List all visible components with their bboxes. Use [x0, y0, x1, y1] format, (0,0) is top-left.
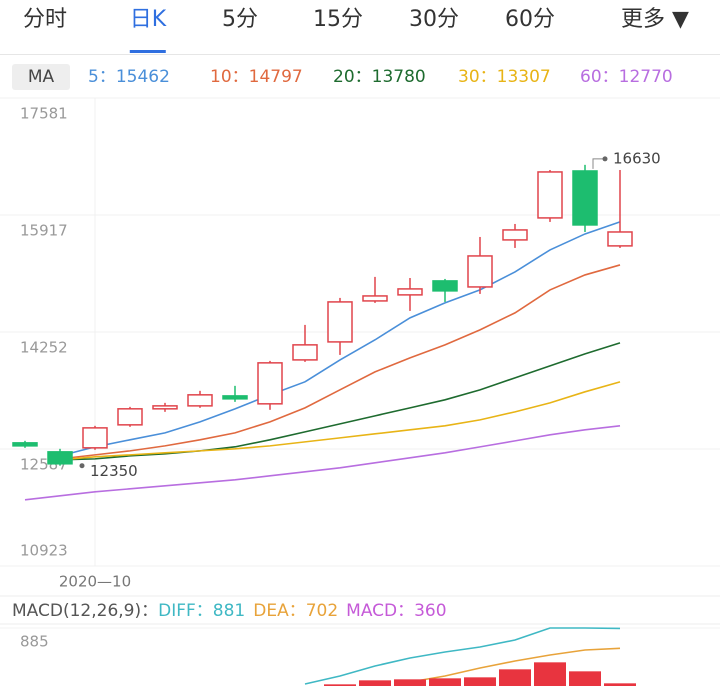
- candle-body: [572, 170, 598, 226]
- candle-body: [222, 395, 248, 400]
- macd-bar: [464, 677, 496, 686]
- legend-entry: 60：12770: [580, 67, 673, 87]
- annotation-dot: [602, 156, 608, 162]
- period-tab[interactable]: 60分: [505, 7, 555, 32]
- period-tabs: 分时 日K 5分 15分 30分 60分 更多 ▼: [0, 0, 720, 55]
- macd-bar: [499, 669, 531, 686]
- macd-title: MACD(12,26,9)：: [12, 601, 158, 621]
- annotation-leader: [592, 158, 605, 169]
- legend-entry: DEA：702: [253, 601, 338, 621]
- ma-line: [59, 264, 621, 460]
- legend-entry: DIFF：881: [158, 601, 245, 621]
- macd-line: [304, 627, 621, 685]
- y-tick-label: 17581: [20, 105, 68, 123]
- candle-body: [327, 301, 353, 343]
- macd-line: [409, 647, 621, 683]
- candle-body: [82, 427, 108, 449]
- ma-line: [59, 342, 621, 461]
- candle-body: [257, 362, 283, 405]
- legend-entry: 10：14797: [210, 67, 303, 87]
- candle-body: [47, 451, 73, 465]
- candle-body: [607, 231, 633, 247]
- candle-body: [292, 344, 318, 361]
- ma-line: [59, 221, 621, 457]
- ma-legend: MA 5：15462 10：14797 20：13780 30：13307 60：127…: [0, 62, 720, 92]
- legend-entry: MACD：360: [346, 601, 446, 621]
- annotation-dot: [79, 463, 85, 469]
- low-annotation: 12350: [90, 462, 138, 480]
- legend-entry: 20：13780: [333, 67, 426, 87]
- macd-header: MACD(12,26,9)：DIFF：881 DEA：702 MACD：360: [12, 601, 447, 621]
- candle-body: [502, 229, 528, 241]
- candle-body: [12, 442, 38, 447]
- y-tick-label: 15917: [20, 221, 68, 239]
- y-tick-label: 14252: [20, 339, 68, 357]
- candle-body: [432, 280, 458, 292]
- y-tick-label: 885: [20, 633, 49, 651]
- candle-body: [397, 288, 423, 296]
- candle-body: [362, 295, 388, 302]
- y-tick-label: 10923: [20, 542, 68, 560]
- macd-bar: [324, 684, 356, 686]
- macd-bar: [359, 680, 391, 686]
- period-tab[interactable]: 日K: [129, 0, 167, 53]
- candle-body: [187, 394, 213, 407]
- period-tab[interactable]: 5分: [222, 7, 258, 32]
- macd-bar: [534, 662, 566, 686]
- candle-body: [117, 408, 143, 426]
- legend-entry: 30：13307: [458, 67, 551, 87]
- ma-button[interactable]: MA: [12, 64, 70, 90]
- ma-line: [24, 425, 621, 501]
- macd-plot: [304, 627, 636, 686]
- ma-line: [59, 381, 621, 461]
- period-tab[interactable]: 分时: [22, 7, 68, 32]
- macd-bar: [604, 683, 636, 686]
- period-tab[interactable]: 30分: [409, 7, 459, 32]
- macd-bar: [429, 678, 461, 686]
- period-tab[interactable]: 更多 ▼: [621, 7, 689, 32]
- candle-body: [152, 405, 178, 410]
- high-annotation: 16630: [613, 149, 661, 167]
- candle-body: [537, 171, 563, 219]
- macd-bar: [394, 679, 426, 686]
- legend-entry: 5：15462: [88, 67, 170, 87]
- candle-body: [467, 255, 493, 288]
- macd-bar: [569, 671, 601, 686]
- x-tick-label: 2020—10: [59, 573, 131, 591]
- period-tab[interactable]: 15分: [313, 7, 363, 32]
